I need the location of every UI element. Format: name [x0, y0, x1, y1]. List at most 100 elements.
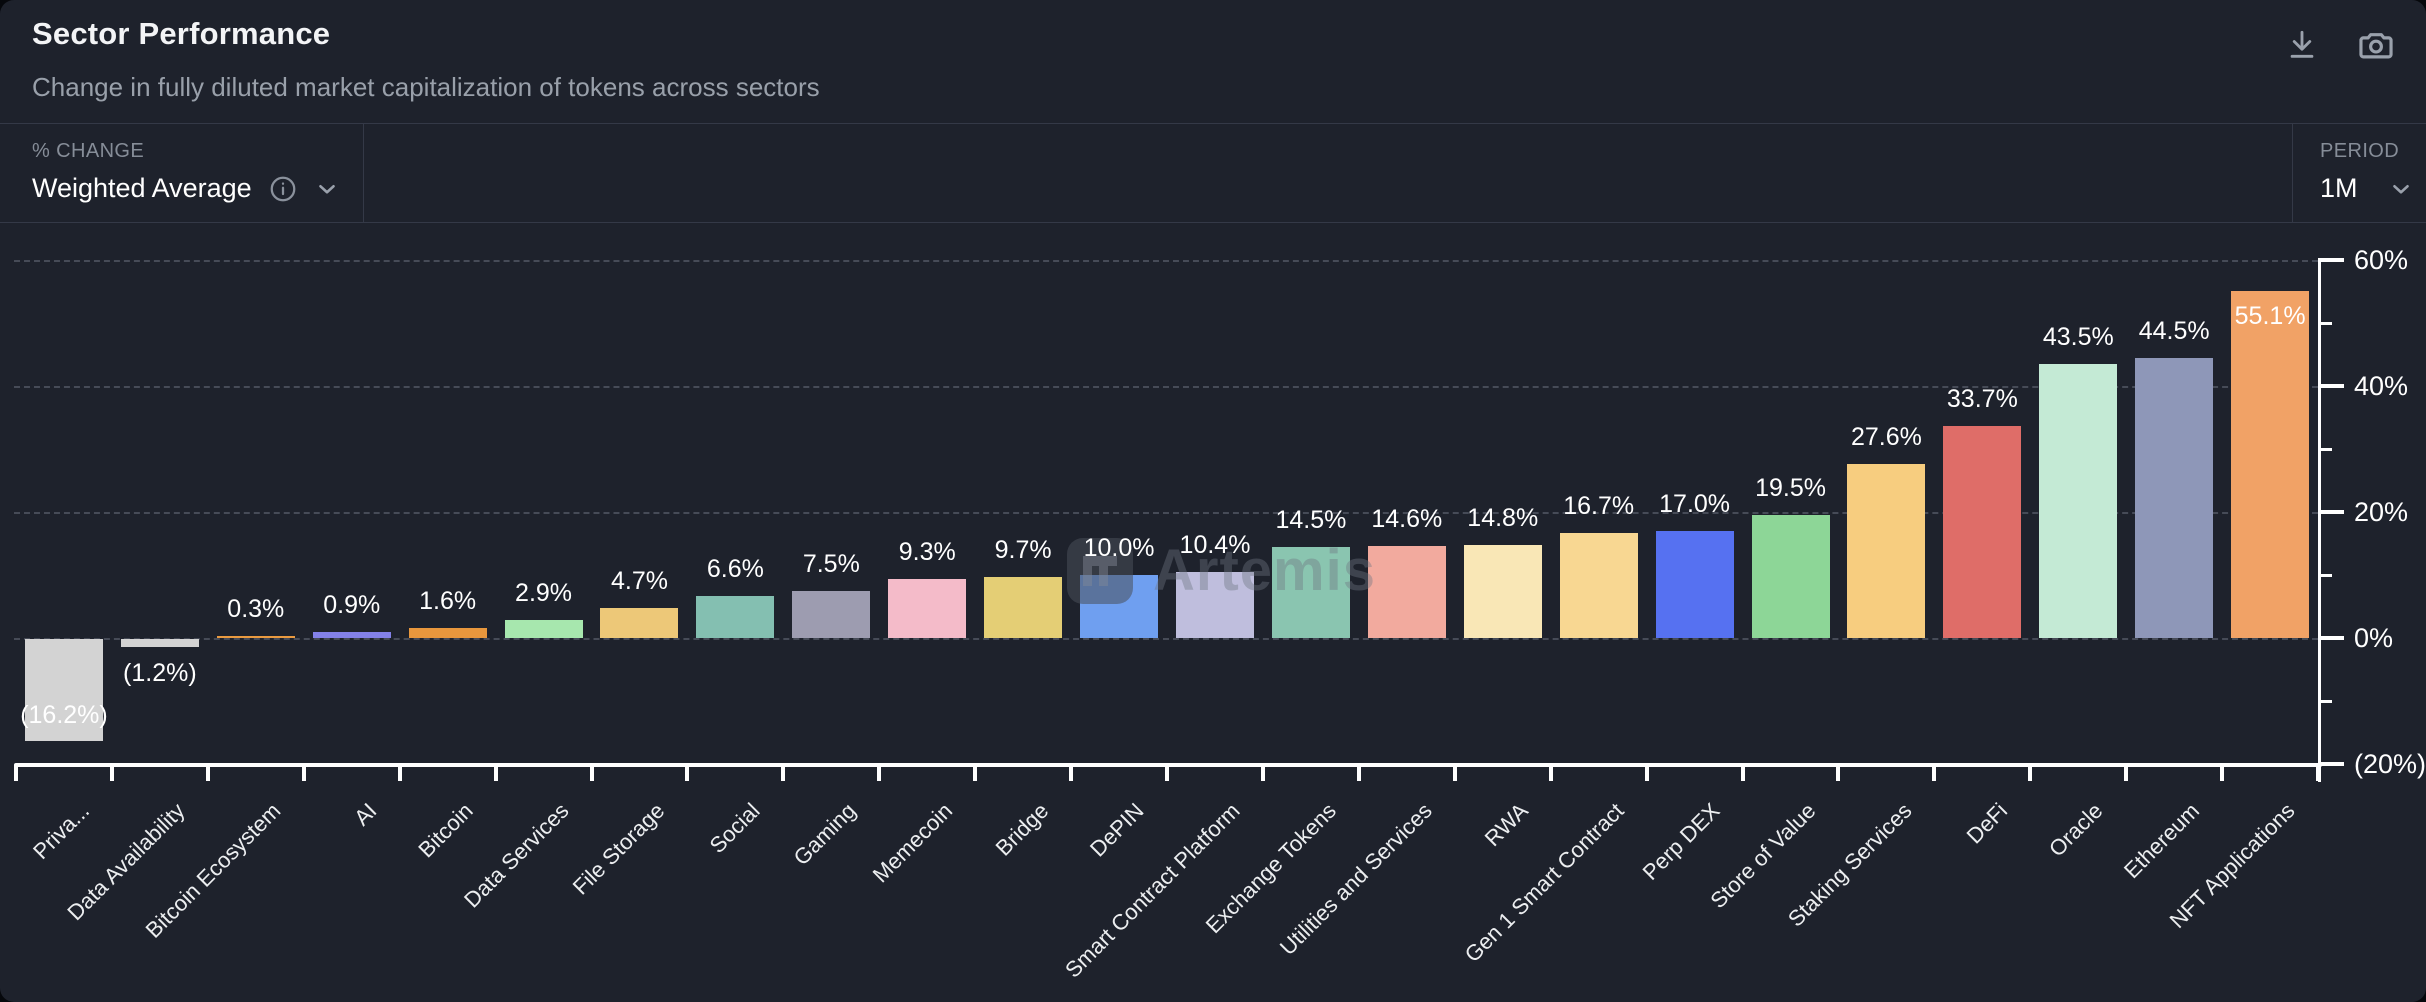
y-axis-minor-tick — [2318, 699, 2332, 703]
x-axis-tick — [1069, 765, 1074, 781]
y-axis-tick — [2318, 258, 2344, 262]
y-axis-line — [2318, 260, 2321, 782]
gridline-20 — [14, 512, 2318, 514]
bar-value-label: 10.4% — [1179, 531, 1251, 560]
bar-value-label: 44.5% — [2138, 316, 2210, 345]
download-button[interactable] — [2282, 26, 2322, 66]
x-axis-category-label: Oracle — [2044, 798, 2108, 862]
x-axis-tick — [205, 765, 210, 781]
bar-store-of-value[interactable] — [1751, 515, 1830, 638]
bar-priva-[interactable] — [24, 639, 103, 742]
gridline-40 — [14, 386, 2318, 388]
percent-change-dropdown[interactable]: % CHANGE Weighted Average — [32, 140, 340, 204]
bar-value-label: 6.6% — [706, 555, 764, 584]
page-subtitle: Change in fully diluted market capitaliz… — [32, 72, 820, 102]
bar-bridge[interactable] — [984, 576, 1063, 638]
page-title: Sector Performance — [32, 16, 331, 51]
bar-gen-1-smart-contract[interactable] — [1559, 532, 1638, 638]
bar-nft-applications[interactable] — [2231, 290, 2310, 638]
bar-value-label: 14.5% — [1275, 505, 1347, 534]
x-axis-tick — [1452, 765, 1457, 781]
bar-data-availability[interactable] — [120, 639, 199, 647]
bar-value-label: 14.8% — [1467, 503, 1539, 532]
period-value: 1M — [2320, 173, 2358, 203]
bar-value-label: 14.6% — [1371, 505, 1443, 534]
y-axis-tick — [2318, 636, 2344, 640]
percent-change-label: % CHANGE — [32, 140, 145, 162]
x-axis-tick — [1356, 765, 1361, 781]
x-axis-tick — [2124, 765, 2129, 781]
bar-rwa[interactable] — [1463, 544, 1542, 638]
x-axis-tick — [109, 765, 114, 781]
percent-change-value: Weighted Average — [32, 173, 252, 203]
bar-value-label: 0.3% — [227, 595, 285, 624]
x-axis-tick — [2220, 765, 2225, 781]
bar-value-label: 9.3% — [898, 538, 956, 567]
bar-chart: Artemis (16.2%) Priva... (1.2%) Data Availa… — [0, 222, 2426, 1002]
y-axis-tick-label: 40% — [2354, 371, 2409, 401]
bar-exchange-tokens[interactable] — [1271, 546, 1350, 638]
x-axis-category-label: DeFi — [1961, 798, 2013, 849]
chevron-down-icon — [2388, 176, 2414, 202]
divider — [363, 124, 364, 222]
x-axis-category-label: Perp DEX — [1637, 798, 1725, 885]
bar-data-services[interactable] — [504, 619, 583, 638]
divider — [0, 222, 2426, 223]
x-axis-category-label: Gaming — [788, 798, 862, 871]
x-axis-tick — [2028, 765, 2033, 781]
gridline-0 — [14, 638, 2318, 640]
bar-value-label: 43.5% — [2042, 322, 2114, 351]
bar-utilities-and-services[interactable] — [1367, 546, 1446, 638]
header-actions — [2282, 26, 2396, 66]
gridline-60 — [14, 260, 2318, 262]
bar-gaming[interactable] — [792, 590, 871, 638]
x-axis-tick — [493, 765, 498, 781]
bar-value-label: 0.9% — [323, 591, 381, 620]
x-axis-category-label: AI — [349, 798, 382, 831]
bar-file-storage[interactable] — [600, 608, 679, 638]
screenshot-button[interactable] — [2356, 26, 2396, 66]
y-axis-minor-tick — [2318, 573, 2332, 577]
bar-perp-dex[interactable] — [1655, 530, 1734, 638]
x-axis-category-label: RWA — [1479, 798, 1533, 852]
info-icon[interactable] — [268, 174, 298, 204]
bar-smart-contract-platform[interactable] — [1176, 572, 1254, 638]
x-axis-category-label: Priva... — [27, 798, 94, 865]
y-axis-tick — [2318, 762, 2344, 766]
bar-oracle[interactable] — [2039, 363, 2118, 638]
bar-staking-services[interactable] — [1847, 464, 1926, 638]
bar-memecoin[interactable] — [888, 579, 967, 638]
bar-value-label: 4.7% — [610, 567, 668, 596]
period-dropdown[interactable]: PERIOD 1M — [2320, 140, 2414, 204]
bar-value-label: 33.7% — [1946, 384, 2018, 413]
bar-value-label: 1.6% — [419, 586, 477, 615]
bar-ethereum[interactable] — [2135, 357, 2214, 638]
x-axis-tick — [1836, 765, 1841, 781]
x-axis-tick — [1932, 765, 1937, 781]
card-header: Sector Performance Change in fully dilut… — [0, 0, 2426, 123]
bar-value-label: 55.1% — [2234, 301, 2306, 330]
x-axis-tick — [781, 765, 786, 781]
y-axis-tick — [2318, 384, 2344, 388]
bar-value-label: 19.5% — [1755, 474, 1826, 503]
bar-value-label: 27.6% — [1850, 423, 1922, 452]
x-axis-tick — [1260, 765, 1265, 781]
y-axis-minor-tick — [2318, 321, 2332, 325]
x-axis-tick — [973, 765, 978, 781]
x-axis-tick — [1644, 765, 1649, 781]
x-axis-category-label: Ethereum — [2118, 798, 2204, 884]
bar-depin[interactable] — [1080, 575, 1159, 638]
y-axis-minor-tick — [2318, 447, 2332, 451]
x-axis-tick — [397, 765, 402, 781]
period-label: PERIOD — [2320, 140, 2400, 162]
bar-bitcoin[interactable] — [408, 627, 487, 638]
x-axis-tick — [2316, 765, 2321, 781]
bar-bitcoin-ecosystem[interactable] — [216, 636, 295, 638]
bar-defi[interactable] — [1943, 425, 2022, 638]
bar-value-label: (16.2%) — [20, 701, 108, 730]
x-axis-tick — [1548, 765, 1553, 781]
bar-social[interactable] — [696, 596, 775, 638]
bar-ai[interactable] — [312, 632, 391, 638]
x-axis-category-label: DePIN — [1085, 798, 1149, 862]
